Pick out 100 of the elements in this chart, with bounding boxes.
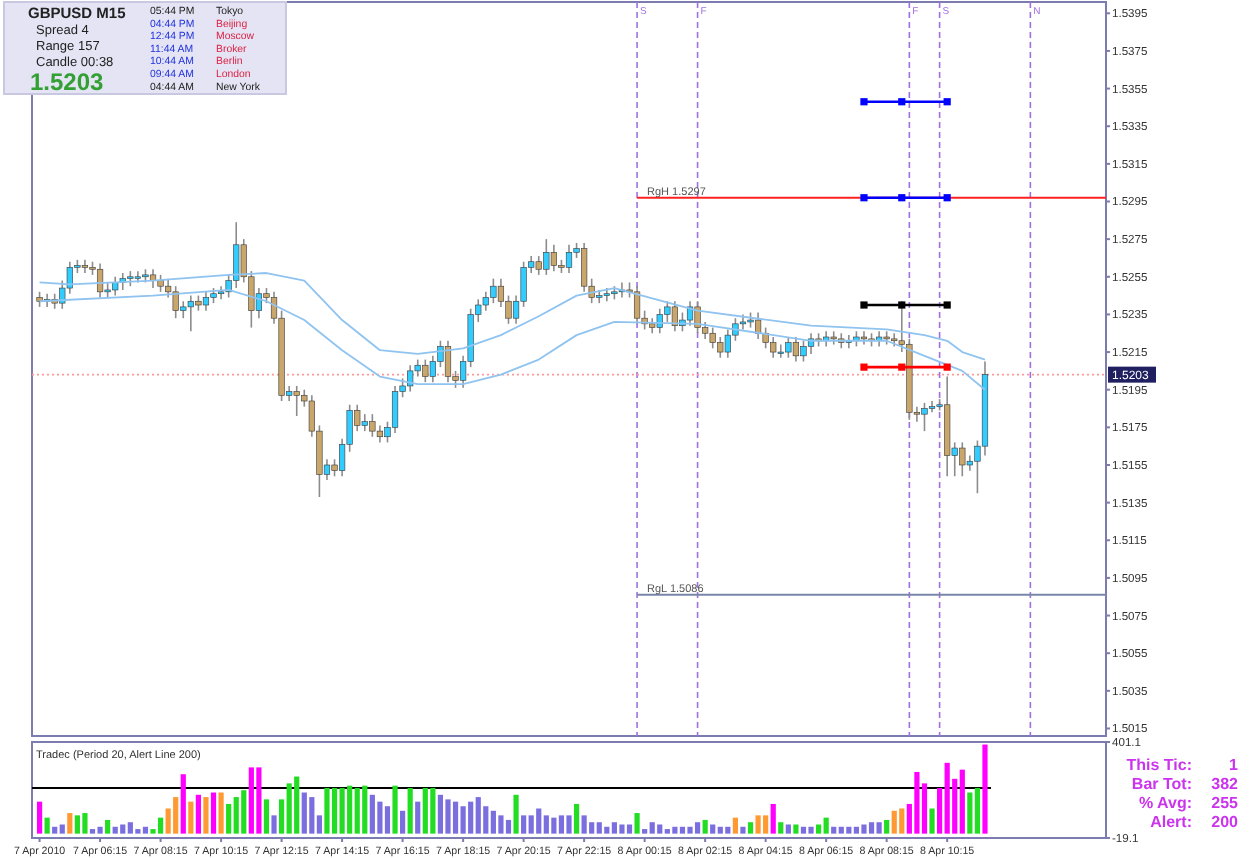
bar — [67, 813, 73, 834]
candlestick — [422, 358, 429, 383]
bar — [120, 824, 126, 834]
candlestick — [490, 277, 497, 304]
bar — [740, 826, 746, 834]
bar — [173, 797, 179, 834]
bar — [543, 815, 549, 834]
bar — [195, 794, 201, 834]
candlestick — [921, 402, 928, 432]
candlestick — [633, 285, 641, 325]
bar — [127, 822, 133, 834]
bar — [384, 806, 391, 834]
candlestick — [770, 336, 777, 359]
text: 200 — [1211, 813, 1240, 831]
bar — [853, 826, 860, 834]
bar — [468, 801, 474, 834]
bar — [974, 787, 981, 834]
point — [898, 98, 906, 106]
bar — [286, 783, 292, 834]
bar — [566, 815, 572, 834]
bar — [982, 744, 988, 834]
bar — [521, 815, 527, 834]
bar — [362, 785, 368, 834]
bar — [589, 822, 595, 834]
bar — [452, 801, 459, 834]
bar — [180, 774, 186, 834]
bar — [687, 826, 693, 834]
candlestick — [785, 336, 792, 359]
bar — [415, 801, 421, 834]
bar — [755, 815, 761, 834]
bar — [407, 787, 413, 834]
bar — [263, 799, 270, 834]
point — [860, 98, 868, 106]
candlestick — [293, 385, 300, 417]
bar — [188, 801, 194, 834]
bar — [634, 813, 640, 834]
bar — [657, 824, 663, 834]
point — [943, 98, 951, 106]
bar — [203, 797, 209, 834]
annotation: 1.5203 — [30, 68, 105, 96]
bar — [884, 819, 890, 834]
bar — [702, 819, 708, 834]
bar — [309, 797, 315, 834]
point — [898, 301, 906, 309]
bar — [785, 824, 791, 834]
bar — [815, 824, 822, 834]
candlestick — [959, 441, 966, 478]
candlestick — [233, 221, 240, 289]
text: Alert: — [1150, 813, 1192, 831]
bar — [717, 826, 723, 834]
bar — [271, 815, 277, 834]
point — [860, 301, 868, 309]
bar — [294, 776, 300, 834]
bar — [959, 769, 965, 834]
bar — [770, 803, 776, 834]
bar — [256, 767, 262, 834]
candlestick — [149, 268, 157, 289]
bar — [324, 787, 330, 834]
bar — [36, 801, 43, 834]
bar — [626, 824, 633, 834]
bar — [831, 826, 837, 834]
bar — [52, 826, 58, 834]
bar — [899, 808, 905, 834]
bar — [967, 792, 973, 834]
bar — [823, 817, 829, 834]
bar — [838, 826, 844, 834]
bar — [929, 808, 935, 834]
candlestick — [81, 259, 89, 274]
bar — [422, 787, 428, 834]
text: 1 — [1229, 756, 1240, 774]
bar — [347, 785, 353, 834]
bar — [868, 822, 875, 834]
candlestick — [686, 300, 694, 327]
bar — [445, 799, 451, 834]
bar — [505, 819, 512, 834]
point — [860, 363, 868, 371]
candlestick — [656, 307, 663, 335]
bar — [710, 824, 716, 834]
bar — [551, 817, 557, 834]
bar — [142, 826, 149, 834]
text: Bar Tot: — [1131, 775, 1192, 793]
bar — [490, 810, 496, 834]
bar — [604, 826, 610, 834]
text: % Avg: — [1138, 794, 1192, 812]
bar — [528, 815, 534, 834]
bar — [392, 785, 398, 834]
candlestick — [550, 243, 557, 272]
bar — [157, 817, 164, 834]
candlestick — [800, 339, 807, 363]
bar — [400, 810, 406, 834]
bar — [914, 771, 920, 834]
bar — [437, 794, 444, 834]
bar — [800, 826, 807, 834]
candlestick — [187, 294, 194, 333]
bar — [747, 822, 754, 834]
point — [943, 363, 951, 371]
candlestick — [671, 300, 678, 333]
bar — [808, 826, 814, 834]
text: This Tic: — [1126, 756, 1192, 774]
bar — [672, 826, 678, 834]
